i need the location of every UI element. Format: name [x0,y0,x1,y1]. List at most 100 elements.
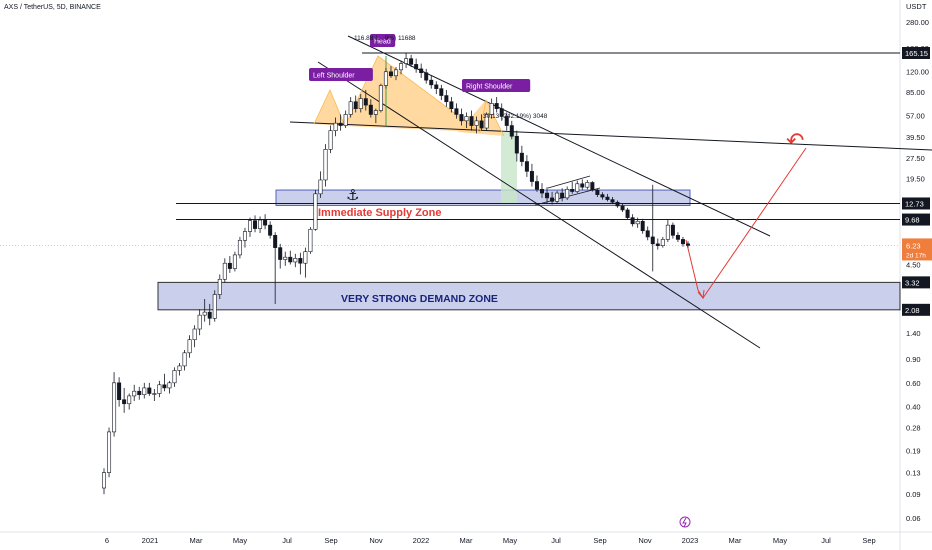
candle [263,219,268,226]
price-tick-label: 0.13 [906,469,921,478]
price-tick-label: 0.09 [906,490,921,499]
price-tick-label: 4.50 [906,261,921,270]
candle [504,116,509,126]
candle [600,194,605,198]
neckline [289,121,932,151]
measure-box-green [501,132,517,204]
right-shoulder-shade [458,100,504,136]
candle [640,220,645,232]
candle [434,84,439,89]
candle [333,122,338,131]
projection-arrowhead [697,289,705,300]
neck-measure-text: 30.13 (242.19%) 3048 [483,113,548,120]
candle [293,258,298,263]
price-tick-label: 0.06 [906,514,921,523]
price-label-badge: 9.68 [902,213,930,226]
time-tick-label: May [503,536,517,545]
time-tick-label: Sep [324,536,337,545]
candle [570,189,575,192]
candle [318,179,323,195]
candle [147,387,152,394]
price-tick-label: 0.19 [906,446,921,455]
candle [514,135,519,154]
candle [519,152,524,162]
candle [419,68,424,74]
price-badge-bg [902,197,930,210]
candle [353,101,358,109]
candle [424,72,429,81]
price-badge-bg [902,213,930,226]
candle [278,247,283,260]
candle [610,199,615,203]
channel-upper-line [347,35,771,237]
time-tick-label: Sep [593,536,606,545]
candle [560,192,565,199]
price-tick-label: 120.00 [906,68,929,77]
head-shade [345,56,480,132]
candle [449,101,454,109]
candle [499,108,504,117]
candle [399,63,404,71]
current-price-badge [902,238,932,261]
price-badge-text: 3.32 [905,278,920,287]
price-axis[interactable]: USDT280.00180.00120.0085.0057.0039.5027.… [902,2,932,523]
candle [122,399,127,405]
candle [258,219,263,229]
candle [107,431,112,473]
candle [268,224,273,236]
candle [580,183,585,188]
anchor-icon: ⚓ [346,186,359,204]
candle [524,161,529,172]
candle [102,472,107,489]
right-shoulder-label-text: Right Shoulder [466,84,513,91]
candle [323,149,328,181]
price-tick-label: 0.40 [906,403,921,412]
zones-layer [157,56,901,311]
head-label-text: Head [374,39,391,46]
candle [248,220,253,232]
candle [192,328,197,341]
time-tick-label: Mar [729,536,742,545]
candle [509,125,514,137]
candle [555,192,560,202]
candle [132,390,137,397]
price-label-badge: 3.32 [902,276,930,289]
time-tick-label: Nov [369,536,383,545]
time-tick-label: May [773,536,787,545]
candle [217,278,222,295]
supply-zone-label: Immediate Supply Zone [318,207,441,219]
candle [585,182,590,188]
candle [474,120,479,126]
head-label-bg [370,34,396,47]
candle [444,95,449,103]
candle [348,101,353,115]
candle [142,387,147,396]
time-axis[interactable]: 6 2021 Mar May Jul Sep Nov 2022 Mar May Jul Sep Nov 2… [105,516,876,545]
time-tick-label: Nov [638,536,652,545]
hs-outline [313,55,505,137]
candle [539,189,544,194]
countdown-text: 2d 17h [906,252,926,259]
price-label-badge: 6.23 2d 17h [902,238,932,261]
candle [575,183,580,192]
price-badge-text: 9.68 [905,216,920,225]
right-shoulder-label: Right Shoulder [462,79,531,92]
price-tick-label: 19.50 [906,174,925,183]
candle [605,196,610,200]
candle [625,209,630,218]
left-shoulder-label-bg [309,68,373,81]
time-tick-label: 2023 [682,536,699,545]
plot-area [0,0,900,532]
candle [459,114,464,122]
head-measure-text: 116.88 (... 9%) 11688 [354,35,416,42]
events-bolt-icon [679,516,691,528]
price-tick-label: 280.00 [906,18,929,27]
candle [273,235,278,248]
candle [429,79,434,86]
time-tick-label: Jul [821,536,831,545]
candle [680,239,685,245]
candle [157,384,162,394]
candle [373,110,378,115]
candle [298,258,303,264]
